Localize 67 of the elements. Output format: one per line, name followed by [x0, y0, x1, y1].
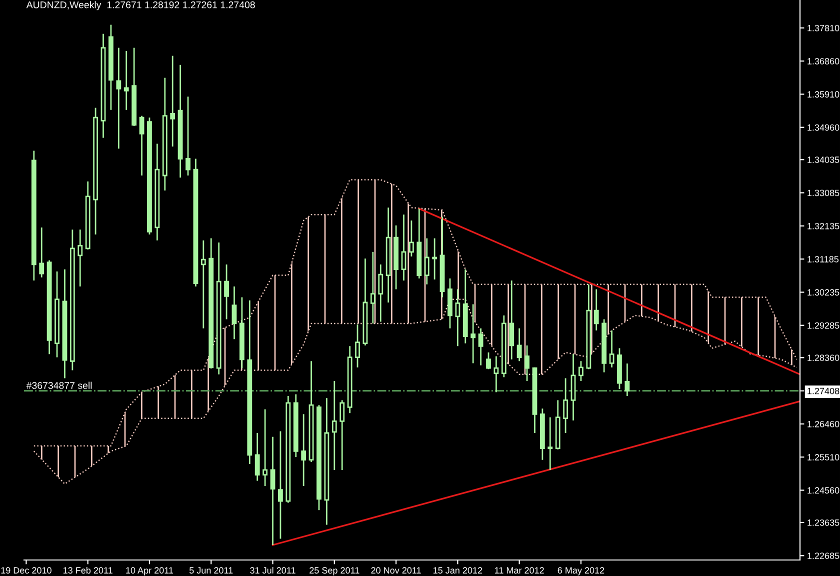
x-tick-label: 25 Sep 2011 — [310, 567, 360, 576]
candlestick — [378, 264, 384, 322]
x-tick-label: 31 Jul 2011 — [250, 566, 296, 574]
candlestick — [270, 436, 276, 546]
x-tick-label: 11 Mar 2012 — [495, 567, 544, 574]
candlestick — [424, 238, 430, 286]
candlestick — [39, 226, 44, 278]
x-tick-label: 6 May 2012 — [558, 567, 604, 576]
y-tick-label: 1.35910 — [808, 91, 840, 98]
candlestick — [624, 362, 630, 397]
candlestick — [401, 214, 406, 282]
candlestick — [548, 416, 553, 471]
candlestick — [78, 228, 83, 288]
y-tick-label: 1.32135 — [808, 222, 840, 230]
candlestick — [232, 286, 237, 340]
candlestick — [594, 288, 599, 332]
x-tick-label: 10 Apr 2011 — [126, 567, 174, 576]
candlestick — [370, 251, 376, 324]
y-tick-label: 1.37810 — [808, 24, 840, 32]
candlestick — [186, 96, 190, 176]
y-tick-label: 1.29285 — [808, 322, 840, 329]
y-tick-label: 1.34960 — [808, 124, 840, 131]
candlestick — [200, 240, 206, 330]
candlestick — [301, 413, 306, 487]
candlestick — [355, 324, 360, 368]
candlestick — [262, 408, 268, 487]
x-tick-label: 5 Jun 2011 — [189, 567, 233, 574]
candlestick — [470, 304, 476, 364]
candlestick — [516, 328, 522, 362]
y-tick-label: 1.22685 — [808, 552, 840, 559]
candlestick — [340, 400, 345, 471]
x-tick-label: 19 Dec 2010 — [1, 567, 52, 574]
x-tick-label: 20 Nov 2011 — [371, 567, 421, 574]
y-tick-label: 1.28360 — [808, 354, 840, 361]
candlestick — [609, 330, 614, 368]
y-tick-label: 1.23635 — [808, 519, 840, 526]
candlestick — [139, 115, 144, 176]
candlestick — [170, 55, 176, 148]
candlestick — [524, 344, 530, 382]
candlestick — [486, 352, 491, 370]
y-tick-label: 1.34035 — [808, 156, 840, 163]
y-tick-label: 1.33085 — [808, 190, 840, 196]
candlestick — [124, 50, 129, 111]
candlestick — [563, 378, 568, 434]
chart-title: AUDNZD,Weekly 1.27671 1.28192 1.27261 1.27408 — [26, 1, 255, 10]
x-tick-label: 13 Feb 2011 — [64, 566, 112, 574]
y-tick-label: 1.30235 — [808, 289, 840, 296]
candlestick — [478, 328, 484, 366]
y-tick-label: 1.26460 — [808, 420, 840, 428]
candlestick — [455, 288, 460, 347]
y-tick-label: 1.36860 — [808, 58, 840, 64]
candlestick — [278, 430, 283, 540]
candlestick — [509, 280, 514, 360]
candlestick — [494, 356, 499, 393]
y-tick-label: 1.31185 — [808, 256, 839, 262]
candlestick — [116, 47, 122, 150]
y-tick-label: 1.24560 — [808, 487, 840, 494]
candlestick — [332, 380, 337, 471]
candlestick — [254, 432, 260, 482]
y-tick-label: 1.25510 — [808, 454, 840, 460]
ref-line-label: #36734877 sell — [26, 382, 92, 389]
x-tick-label: 15 Jan 2012 — [434, 567, 482, 574]
candlestick — [578, 360, 584, 382]
candlestick — [432, 238, 438, 280]
y-tick-label: 1.27408 — [808, 388, 840, 394]
candlestick — [224, 264, 229, 320]
candlestick — [408, 220, 414, 258]
